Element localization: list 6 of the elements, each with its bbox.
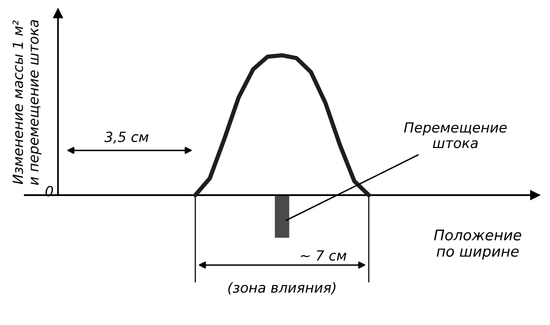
text: Изменение массы 1 м² и перемещение штока (12, 20, 42, 185)
text: Перемещение штока (404, 122, 507, 148)
text: ~ 7 см (300, 250, 346, 261)
text: 3,5 см (104, 132, 148, 144)
x-axis-title: Положение по ширине (434, 230, 522, 260)
text: (зона влияния) (228, 282, 336, 294)
